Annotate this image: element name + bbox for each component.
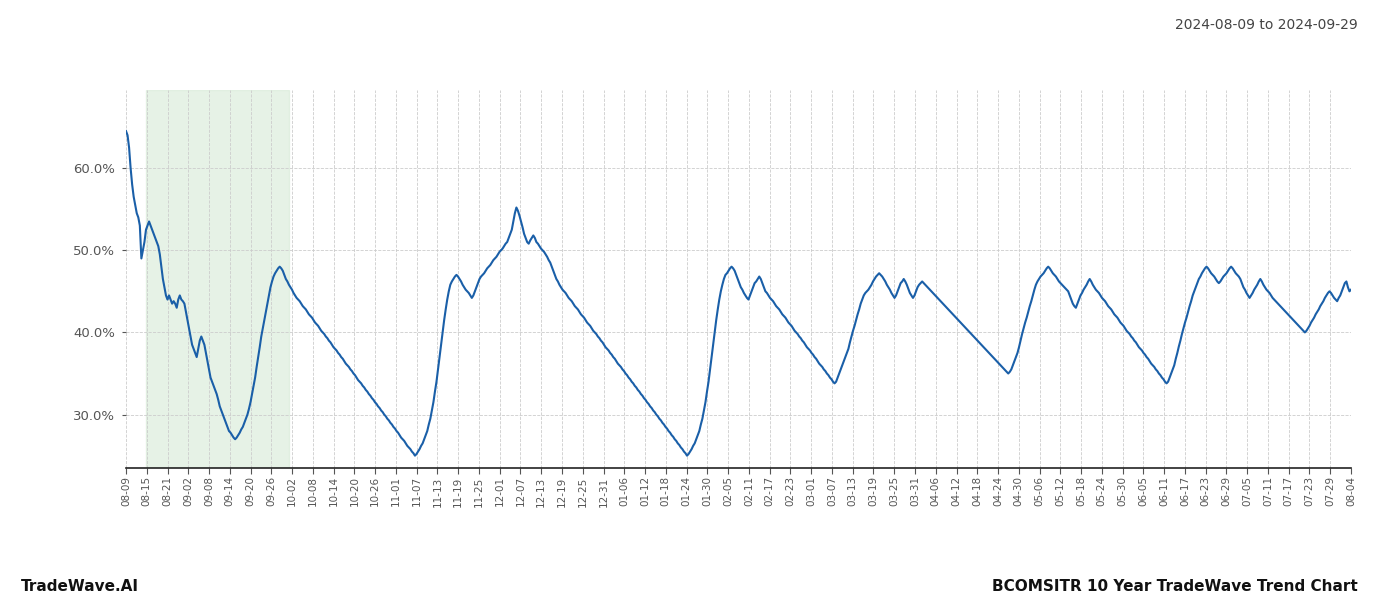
Text: TradeWave.AI: TradeWave.AI: [21, 579, 139, 594]
Text: BCOMSITR 10 Year TradeWave Trend Chart: BCOMSITR 10 Year TradeWave Trend Chart: [993, 579, 1358, 594]
Bar: [146, 90, 288, 468]
Text: 2024-08-09 to 2024-09-29: 2024-08-09 to 2024-09-29: [1175, 18, 1358, 32]
